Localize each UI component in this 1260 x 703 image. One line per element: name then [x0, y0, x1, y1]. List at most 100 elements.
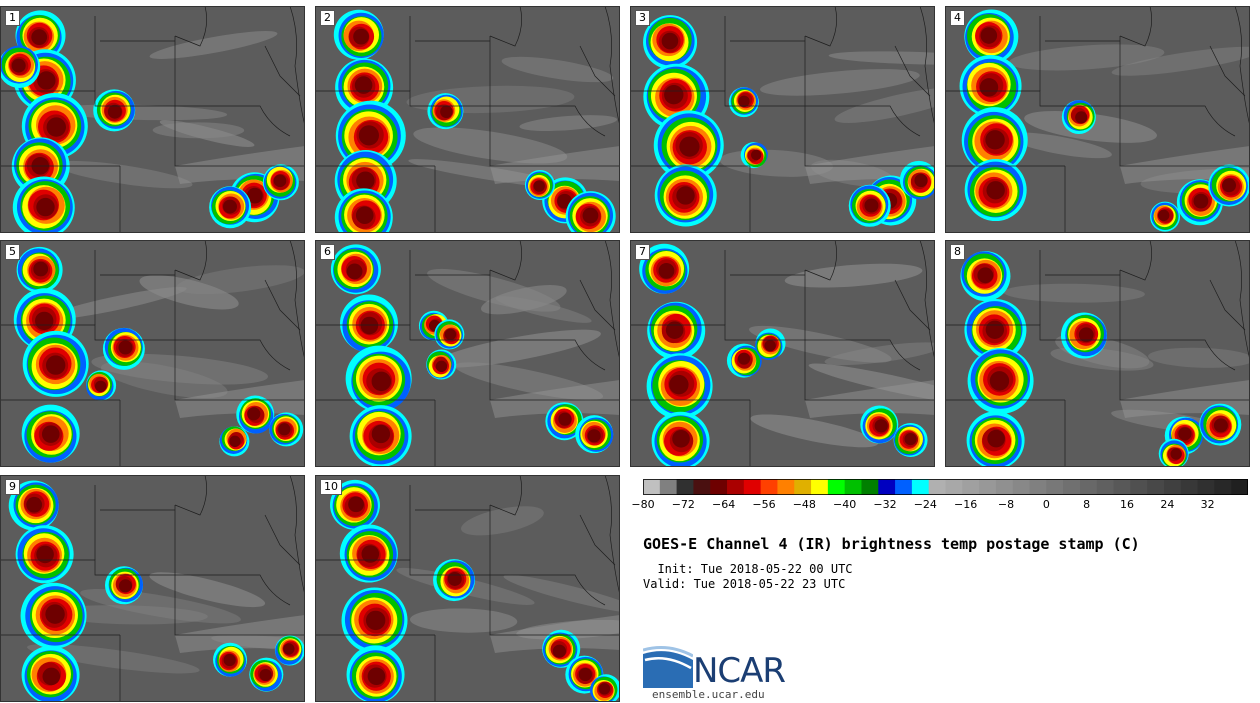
ensemble-member-panel-5: 5 [0, 240, 305, 467]
convective-cloud [964, 9, 1019, 64]
cirrus-streak [149, 572, 266, 608]
cirrus-streak [427, 268, 561, 312]
cloud-contour [118, 340, 133, 355]
convective-cloud [426, 349, 457, 380]
ensemble-member-panel-4: 4 [945, 6, 1250, 233]
state-boundary [894, 279, 931, 331]
state-boundary [174, 505, 305, 636]
convective-cloud [966, 411, 1025, 467]
cloud-contour [557, 193, 572, 209]
colorbar-tick-label: 8 [1083, 498, 1091, 511]
convective-cloud [653, 110, 724, 181]
cloud-contour [679, 136, 700, 157]
cirrus-streak [176, 265, 305, 295]
convective-cloud [524, 170, 555, 201]
satellite-map [315, 475, 620, 702]
ensemble-member-panel-6: 6 [315, 240, 620, 467]
cloud-contour [440, 105, 453, 119]
cloud-contour [223, 653, 236, 667]
cloud-contour [348, 496, 364, 513]
cloud-contour [107, 104, 122, 119]
state-boundary [315, 559, 490, 576]
ncar-logo-text: NCAR [693, 651, 786, 691]
state-boundary [1209, 45, 1246, 97]
cloud-contour [447, 571, 462, 586]
state-boundary [1209, 279, 1246, 331]
cloud-contour [26, 496, 43, 513]
cloud-contour [360, 316, 379, 335]
colorbar-tick-label: −48 [792, 498, 816, 511]
cloud-contour [229, 435, 241, 448]
cloud-contour [222, 199, 237, 214]
convective-cloud [93, 89, 136, 132]
cloud-contour [354, 76, 373, 94]
cloud-contour [435, 360, 448, 373]
convective-cloud [22, 330, 89, 397]
convective-cloud [728, 87, 759, 118]
cloud-contour [283, 643, 295, 655]
ensemble-member-panel-8: 8 [945, 240, 1250, 467]
state-boundary [490, 105, 606, 137]
state-boundary [0, 324, 175, 341]
cirrus-streak [750, 414, 878, 448]
member-number: 9 [5, 479, 20, 495]
river-boundary [1234, 6, 1250, 127]
plot-title: GOES-E Channel 4 (IR) brightness temp po… [643, 535, 1140, 553]
cloud-contour [356, 171, 375, 190]
cirrus-streak [1003, 283, 1145, 303]
member-number: 1 [5, 10, 20, 26]
colorbar-swatch [676, 479, 695, 495]
colorbar-tick-label: −16 [954, 498, 978, 511]
colorbar-tick-label: −56 [752, 498, 776, 511]
state-boundary [489, 505, 620, 636]
river-boundary [1234, 240, 1250, 361]
state-boundary [804, 6, 837, 47]
cloud-contour [980, 27, 998, 44]
cirrus-streak [503, 574, 620, 613]
convective-cloud [339, 294, 398, 353]
cloud-contour [658, 262, 675, 279]
state-boundary [489, 475, 522, 516]
convective-cloud [651, 411, 710, 467]
colorbar-swatch [643, 479, 661, 495]
member-number: 6 [320, 244, 335, 260]
cloud-contour [346, 263, 363, 280]
ensemble-member-panel-10: 10 [315, 475, 620, 702]
cirrus-streak [1007, 132, 1112, 159]
colorbar-swatch [1214, 479, 1232, 495]
member-number: 4 [950, 10, 965, 26]
state-boundary [1119, 36, 1250, 167]
colorbar-swatch [811, 479, 829, 495]
cloud-contour [672, 429, 690, 448]
convective-cloud [209, 186, 252, 229]
convective-cloud [330, 244, 381, 295]
colorbar-tick-label: 32 [1200, 498, 1215, 511]
state-boundary [264, 514, 301, 566]
convective-cloud [654, 164, 717, 227]
cloud-contour [355, 206, 374, 225]
satellite-map [0, 240, 305, 467]
satellite-map [630, 240, 935, 467]
convective-cloud [848, 184, 891, 227]
colorbar-tick-label: −72 [671, 498, 695, 511]
convective-cloud [1060, 312, 1107, 359]
convective-cloud [15, 525, 74, 584]
state-boundary [175, 574, 291, 606]
cirrus-streak [808, 363, 935, 405]
panel-border [945, 6, 1250, 233]
convective-cloud [893, 422, 928, 457]
colorbar-tick-label: −32 [873, 498, 897, 511]
cloud-contour [864, 198, 879, 213]
cloud-contour [874, 419, 888, 433]
state-boundary [804, 240, 837, 281]
cloud-contour [987, 429, 1005, 448]
member-number: 8 [950, 244, 965, 260]
cirrus-streak [519, 115, 618, 131]
cirrus-streak [481, 285, 567, 315]
init-time: Init: Tue 2018-05-22 00 UTC [643, 562, 853, 576]
cirrus-streak [139, 275, 239, 310]
cirrus-streak [100, 361, 228, 399]
panel-border [630, 6, 935, 233]
cloud-contour [118, 579, 133, 593]
cloud-contour [444, 328, 457, 341]
